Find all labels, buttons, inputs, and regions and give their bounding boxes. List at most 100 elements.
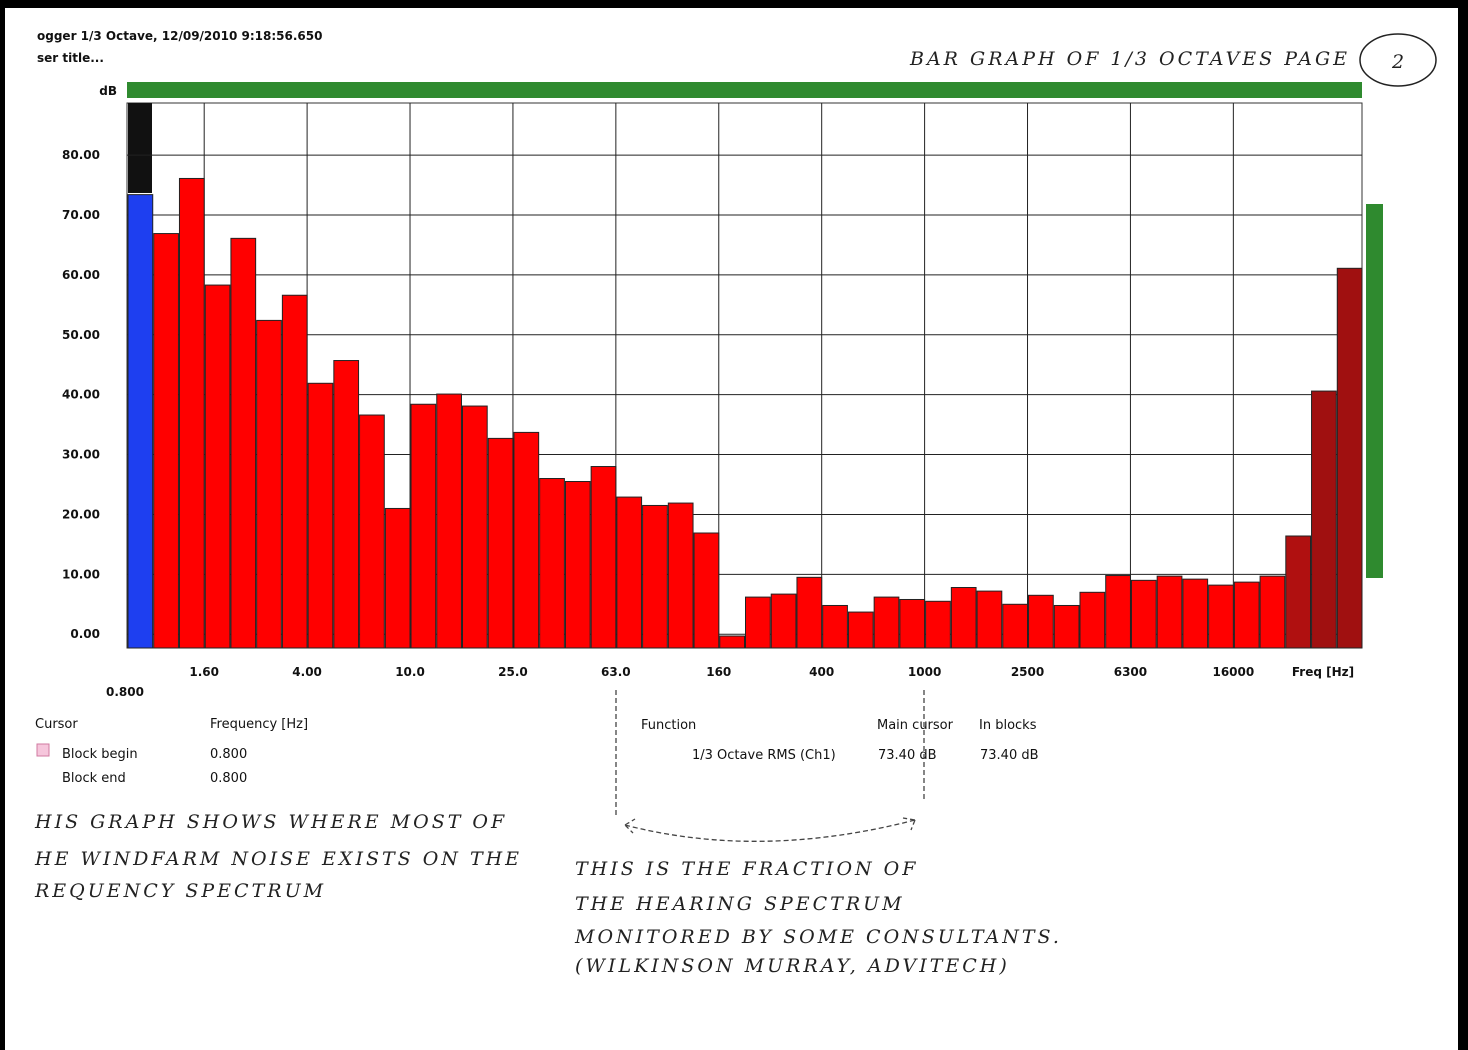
y-tick-label: 20.00	[62, 507, 100, 521]
bar	[899, 598, 926, 649]
bar	[1028, 594, 1054, 649]
handwritten-note: THE HEARING SPECTRUM	[575, 893, 905, 915]
x-tick-label: 6300	[1114, 665, 1147, 679]
x-axis-label: Freq [Hz]	[1292, 665, 1354, 679]
bar	[590, 466, 617, 649]
bar	[770, 593, 797, 649]
handwritten-note: REQUENCY SPECTRUM	[34, 880, 326, 902]
y-tick-label: 30.00	[62, 448, 100, 462]
bar	[487, 437, 514, 649]
table-cell: Block end	[62, 771, 126, 786]
cursor-highlight	[128, 103, 152, 193]
bar	[461, 405, 488, 649]
table-cell: 0.800	[210, 771, 247, 786]
x-tick-label: 400	[809, 665, 834, 679]
x-tick-label: 2500	[1011, 665, 1044, 679]
x-tick-label: 4.00	[292, 665, 322, 679]
bar	[745, 596, 771, 649]
handwritten-note: THIS IS THE FRACTION OF	[575, 858, 918, 880]
bar	[1311, 390, 1337, 649]
table-header: Function	[641, 718, 696, 733]
bar	[925, 600, 951, 649]
y-tick-label: 70.00	[62, 208, 100, 222]
bar	[873, 596, 900, 649]
x-tick-label: 16000	[1212, 665, 1254, 679]
bar	[256, 319, 282, 649]
y-tick-label: 0.00	[70, 627, 100, 641]
cursor-frequency: 0.800	[106, 685, 144, 699]
table-cell: 1/3 Octave RMS (Ch1)	[692, 748, 836, 763]
handwritten-title: BAR GRAPH OF 1/3 OCTAVES PAGE	[909, 48, 1350, 70]
plot: 0.00 10.00 20.00 30.00 40.00 50.00 60.00 70.00 8…	[62, 103, 1363, 679]
level-bar	[1366, 204, 1383, 578]
bar	[127, 194, 154, 649]
bar	[822, 604, 848, 649]
bar	[950, 587, 977, 649]
table-cell: 73.40 dB	[878, 748, 937, 763]
bar	[1336, 267, 1363, 649]
bar	[333, 360, 360, 649]
bar	[1079, 591, 1106, 649]
handwritten-note: HIS GRAPH SHOWS WHERE MOST OF	[34, 811, 507, 833]
bar	[359, 414, 385, 649]
bar	[667, 502, 694, 649]
handwritten-note: MONITORED BY SOME CONSULTANTS.	[574, 926, 1062, 948]
bar	[719, 635, 745, 649]
bar	[1233, 581, 1260, 649]
overview-bar	[127, 82, 1362, 98]
bar	[616, 496, 643, 649]
bar	[178, 177, 205, 649]
bar	[230, 237, 257, 649]
x-tick-label: 1000	[908, 665, 941, 679]
table-header: Cursor	[35, 717, 78, 732]
bar	[410, 403, 437, 649]
bar	[153, 233, 179, 649]
bar	[693, 532, 720, 649]
bar	[204, 284, 231, 649]
bar	[436, 393, 462, 649]
table-header: Main cursor	[877, 718, 954, 733]
bar	[642, 504, 668, 649]
header-subtitle: ser title...	[37, 51, 104, 65]
x-tick-label: 63.0	[601, 665, 631, 679]
x-tick-label: 1.60	[189, 665, 219, 679]
table-header: Frequency [Hz]	[210, 717, 308, 732]
bar	[513, 431, 540, 649]
handwritten-note: HE WINDFARM NOISE EXISTS ON THE	[34, 848, 522, 870]
bar	[1208, 584, 1234, 649]
bar	[796, 576, 823, 649]
handwritten-page: 2	[1391, 51, 1407, 73]
table-cell: 73.40 dB	[980, 748, 1039, 763]
page-circle	[1359, 33, 1437, 87]
y-tick-label: 80.00	[62, 148, 100, 162]
bar	[281, 294, 308, 649]
bar	[847, 611, 874, 649]
table-header: In blocks	[979, 718, 1037, 733]
bar	[1105, 575, 1131, 649]
table-cell: Block begin	[62, 747, 138, 762]
y-tick-label: 10.00	[62, 567, 100, 581]
y-tick-label: 40.00	[62, 388, 100, 402]
table-cell: 0.800	[210, 747, 247, 762]
bar	[384, 507, 411, 649]
cursor-icon	[36, 743, 50, 757]
bar	[1259, 575, 1286, 649]
y-axis-label: dB	[99, 84, 117, 98]
x-tick-label: 10.0	[395, 665, 425, 679]
bar	[1002, 603, 1029, 649]
bar	[564, 481, 591, 649]
bar	[976, 590, 1003, 649]
x-tick-label: 25.0	[498, 665, 528, 679]
y-tick-label: 50.00	[62, 328, 100, 342]
bar	[1285, 535, 1312, 649]
bar	[1053, 604, 1080, 649]
bar	[1156, 575, 1183, 649]
bar	[1182, 578, 1209, 649]
x-tick-label: 160	[706, 665, 731, 679]
handwritten-note: (WILKINSON MURRAY, ADVITECH)	[575, 955, 1010, 977]
y-tick-label: 60.00	[62, 268, 100, 282]
bar	[539, 478, 565, 649]
bar	[1130, 579, 1157, 649]
header-title: ogger 1/3 Octave, 12/09/2010 9:18:56.650	[37, 29, 322, 43]
